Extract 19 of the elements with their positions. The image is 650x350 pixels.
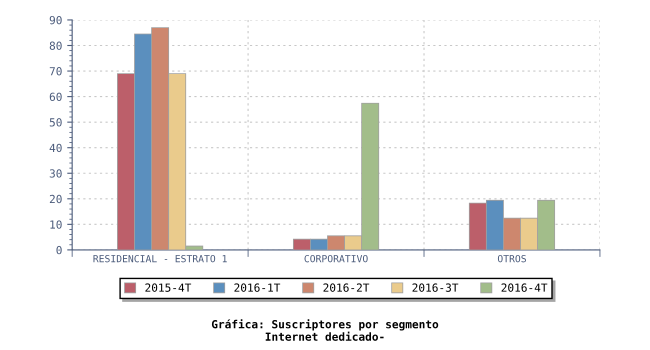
legend-label: 2016-4T [502, 283, 548, 292]
y-tick-label: 80 [50, 42, 62, 50]
y-tick-label: 40 [50, 144, 62, 152]
x-tick-label: RESIDENCIAL - ESTRATO 1 [93, 254, 227, 262]
text: Gráfica: Suscriptores por segmento Internet dedicado- [212, 319, 438, 341]
legend-label: 2016-1T [234, 283, 280, 292]
legend-label: 2015-4T [145, 283, 192, 292]
y-tick-label: 90 [50, 16, 62, 24]
y-tick-label: 30 [50, 169, 62, 178]
x-tick-label: OTROS [498, 254, 526, 262]
y-tick-label: 60 [50, 92, 62, 102]
y-tick-label: 70 [50, 67, 62, 76]
legend-label: 2016-2T [323, 283, 370, 292]
y-tick-label: 20 [50, 194, 62, 204]
y-tick-label: 50 [50, 118, 62, 127]
x-tick-label: CORPORATIVO [304, 254, 368, 262]
y-tick-label: 0 [56, 246, 62, 254]
y-tick-label: 10 [50, 220, 62, 229]
legend-label: 2016-3T [412, 283, 458, 292]
